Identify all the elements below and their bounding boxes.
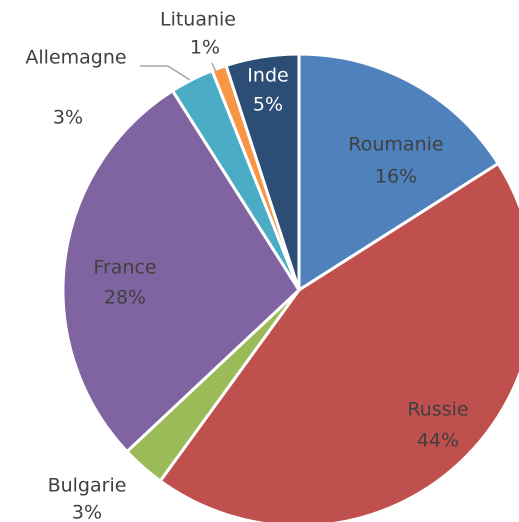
pie-slice xyxy=(61,88,301,454)
slice-value-label: 5% xyxy=(253,94,283,116)
slice-value-label: 3% xyxy=(53,107,83,129)
leader-line xyxy=(211,62,217,73)
pie-slice xyxy=(158,161,519,522)
slice-label: Russie xyxy=(407,399,468,421)
slice-value-label: 44% xyxy=(417,430,459,452)
pie-slice xyxy=(297,52,501,293)
slice-label: Roumanie xyxy=(348,134,443,156)
slice-value-label: 28% xyxy=(104,287,146,309)
pie-slice xyxy=(224,52,301,291)
slice-label: Bulgarie xyxy=(48,475,127,497)
slice-value-label: 16% xyxy=(375,166,417,188)
leader-line xyxy=(140,65,191,81)
slice-label: Allemagne xyxy=(25,47,126,69)
slice-value-label: 3% xyxy=(72,502,102,522)
slice-label: Inde xyxy=(247,65,288,87)
slice-label: Lituanie xyxy=(160,9,236,31)
slice-value-label: 1% xyxy=(190,37,220,59)
slice-label: France xyxy=(93,257,156,279)
